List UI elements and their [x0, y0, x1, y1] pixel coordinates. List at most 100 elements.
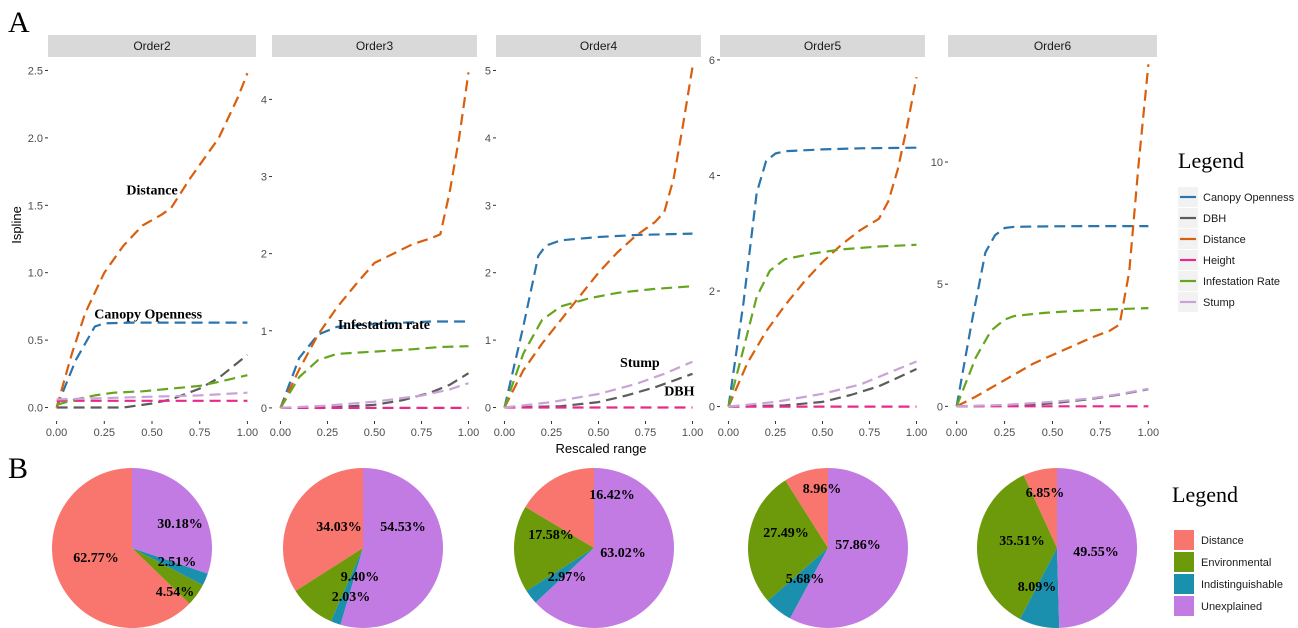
pie-label-environmental: 35.51% — [999, 534, 1045, 549]
line-panel-order4: Order4 0 1 2 3 4 5 0.00 0.25 0.50 0.75 1.00 Stump DBH — [485, 35, 703, 439]
pie-label-unexplained: 49.55% — [1073, 545, 1119, 560]
pie-label-indistinguishable: 5.68% — [786, 572, 825, 587]
series-line-infestation-rate — [279, 345, 469, 409]
facet-strip-label: Order2 — [133, 39, 171, 53]
pie-label-environmental: 17.58% — [528, 528, 574, 543]
annotation-distance: Distance — [126, 184, 177, 199]
series-line-distance — [503, 66, 694, 408]
line-legend-title: Legend — [1178, 148, 1244, 173]
plot-area — [48, 57, 256, 421]
series-line-distance — [55, 72, 249, 408]
legend-label: Height — [1203, 255, 1235, 267]
series-line-infestation-rate — [503, 285, 693, 408]
pie-slice-environmental — [748, 480, 828, 601]
pie-legend-title: Legend — [1172, 482, 1238, 507]
pie-legend-item-environmental: Environmental — [1174, 552, 1271, 572]
x-tick-label: 1.00 — [682, 427, 703, 439]
facet-strip — [496, 35, 701, 57]
y-tick-label: 2 — [261, 249, 267, 261]
pie-slice-unexplained — [340, 468, 444, 628]
line-panel-order3: Order3 0 1 2 3 4 0.00 0.25 0.50 0.75 1.00 Infestati… — [261, 35, 479, 439]
y-tick-label: 4 — [709, 170, 715, 182]
y-tick-label: 5 — [485, 65, 491, 77]
legend-label: DBH — [1203, 213, 1226, 225]
y-tick-label: 2.5 — [28, 65, 43, 77]
x-tick-label: 0.00 — [494, 427, 515, 439]
series-line-stump — [56, 391, 248, 401]
facet-strip-label: Order6 — [1034, 39, 1072, 53]
series-line-canopy-openness — [955, 225, 1149, 407]
plot-area — [496, 57, 701, 421]
pie-slice-unexplained — [1057, 467, 1138, 628]
plot-area — [272, 57, 477, 421]
y-tick-label: 0 — [937, 401, 943, 413]
annotation-infestation-rate: Infestation rate — [338, 318, 430, 333]
line-legend-item-stump: Stump — [1178, 292, 1235, 312]
legend-label: Distance — [1203, 234, 1246, 246]
line-panel-order2: Order2 0.0 0.5 1.0 1.5 2.0 2.5 0.00 0.25 0.50 0.75… — [28, 35, 258, 439]
x-tick-label: 0.75 — [635, 427, 656, 439]
series-line-distance — [956, 64, 1150, 408]
series-line-dbh — [504, 372, 693, 409]
y-tick-label: 1 — [485, 335, 491, 347]
pie-slice-indistinguishable — [767, 548, 828, 619]
line-legend: Canopy Openness DBH Distance Height Infestat… — [1178, 187, 1295, 312]
facet-strip — [720, 35, 925, 57]
series-line-dbh — [728, 368, 917, 408]
line-legend-item-height: Height — [1178, 250, 1235, 270]
pie-label-distance: 6.85% — [1026, 486, 1065, 501]
y-tick-label: 0 — [261, 403, 267, 415]
x-tick-label: 0.25 — [94, 427, 115, 439]
x-tick-label: 1.00 — [1138, 427, 1159, 439]
y-tick-label: 0 — [709, 402, 715, 414]
y-tick-label: 0.0 — [28, 403, 43, 415]
legend-label: Stump — [1203, 297, 1235, 309]
pie-label-unexplained: 57.86% — [835, 538, 881, 553]
series-line-infestation-rate — [727, 243, 917, 407]
series-line-canopy-openness — [55, 321, 248, 408]
y-tick-label: 2 — [485, 268, 491, 280]
pie-chart-5: 6.85% 35.51% 8.09% 49.55% — [977, 467, 1138, 628]
x-tick-label: 1.00 — [906, 427, 927, 439]
y-tick-label: 2 — [709, 286, 715, 298]
pie-slice-unexplained — [535, 468, 674, 628]
pie-label-environmental: 9.40% — [341, 570, 380, 585]
pie-slice-distance — [282, 468, 363, 592]
x-tick-label: 0.25 — [765, 427, 786, 439]
pie-slice-distance — [785, 468, 828, 548]
x-tick-label: 0.00 — [946, 427, 967, 439]
pie-label-distance: 34.03% — [316, 520, 362, 535]
pie-label-environmental: 4.54% — [156, 585, 195, 600]
legend-label: Indistinguishable — [1201, 579, 1283, 591]
line-panel-order6: Order6 0 5 10 0.00 0.25 0.50 0.75 1.00 — [931, 35, 1159, 439]
x-tick-label: 0.75 — [411, 427, 432, 439]
annotation-stump: Stump — [620, 356, 660, 371]
y-tick-label: 4 — [485, 133, 491, 145]
pie-legend-item-indistinguishable: Indistinguishable — [1174, 574, 1283, 594]
pie-slice-unexplained — [132, 468, 212, 574]
x-tick-label: 0.75 — [859, 427, 880, 439]
x-tick-label: 1.00 — [458, 427, 479, 439]
facet-strip-label: Order3 — [356, 39, 394, 53]
x-tick-label: 0.25 — [317, 427, 338, 439]
pie-slice-environmental — [132, 548, 203, 604]
pie-chart-2: 34.03% 9.40% 2.03% 54.53% — [282, 468, 444, 628]
y-tick-label: 1.5 — [28, 200, 43, 212]
x-tick-label: 0.50 — [588, 427, 609, 439]
pie-legend-item-distance: Distance — [1174, 530, 1244, 550]
line-legend-item-infestation-rate: Infestation Rate — [1178, 271, 1280, 291]
pie-label-indistinguishable: 2.97% — [548, 570, 587, 585]
pie-slice-indistinguishable — [330, 548, 363, 625]
legend-label: Environmental — [1201, 557, 1271, 569]
legend-key-environmental — [1174, 552, 1194, 572]
line-chart-panels: Order2 0.0 0.5 1.0 1.5 2.0 2.5 0.00 0.25 0.50 0.75… — [28, 35, 1159, 439]
pie-chart-1: 62.77% 4.54% 2.51% 30.18% — [51, 468, 212, 628]
legend-key-distance — [1174, 530, 1194, 550]
annotation-canopy-openness: Canopy Openness — [94, 308, 202, 323]
pie-label-distance: 62.77% — [73, 551, 119, 566]
y-tick-label: 1.0 — [28, 268, 43, 280]
pie-slice-indistinguishable — [1020, 548, 1060, 628]
legend-key-indistinguishable — [1174, 574, 1194, 594]
x-tick-label: 0.25 — [994, 427, 1015, 439]
